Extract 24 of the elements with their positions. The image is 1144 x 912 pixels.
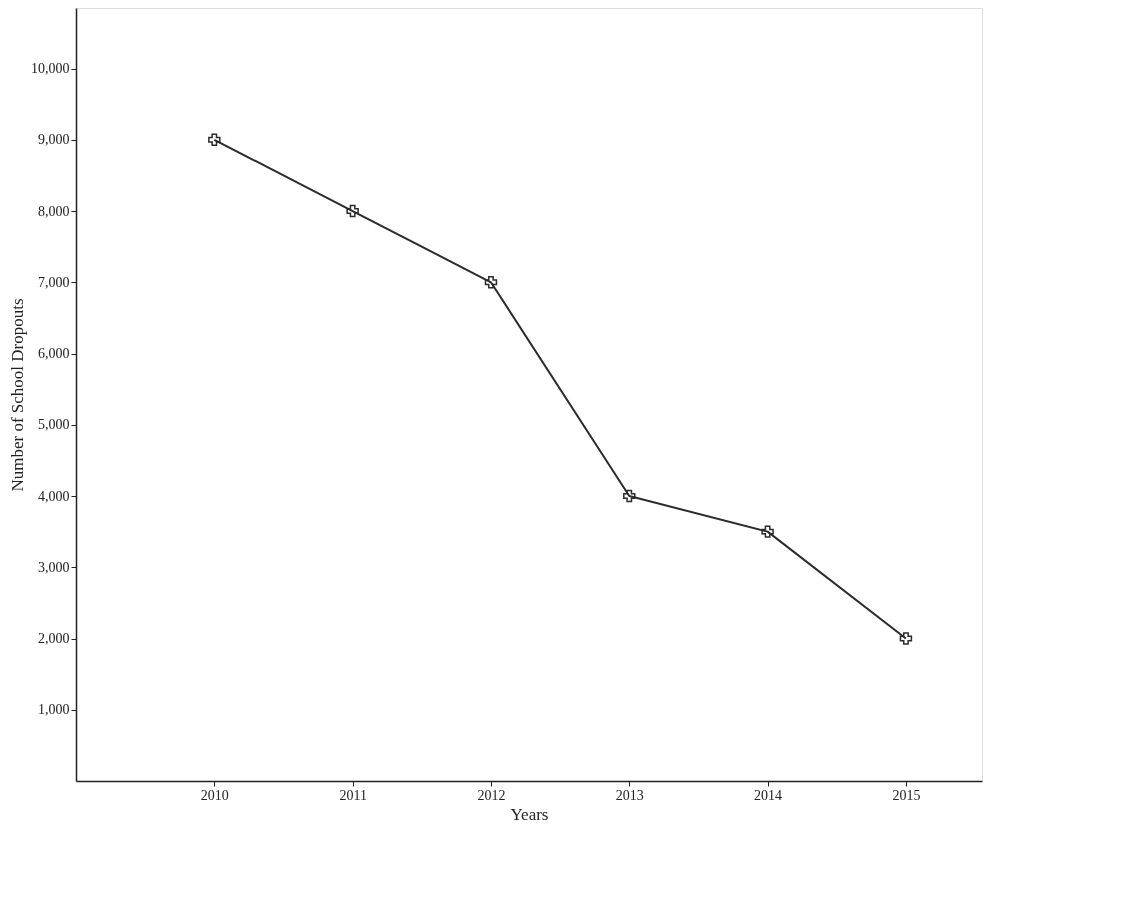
y-tick-label: 4,000 <box>38 488 70 504</box>
x-tick-label: 2010 <box>200 787 229 803</box>
y-tick-label: 7,000 <box>38 274 70 290</box>
y-axis-title: Number of School Dropouts <box>8 298 27 492</box>
point <box>623 489 636 503</box>
y-tick-label: 1,000 <box>38 702 70 718</box>
point <box>761 525 774 538</box>
y-tick-label: 6,000 <box>38 346 70 362</box>
x-tick-label: 2011 <box>339 787 367 803</box>
y-tick-label: 9,000 <box>38 132 70 148</box>
y-tick-label: 5,000 <box>38 417 70 433</box>
point <box>484 276 498 289</box>
y-tick-label: 2,000 <box>38 631 70 647</box>
point <box>899 632 913 645</box>
x-tick-label: 2015 <box>892 787 921 803</box>
x-tick-label: 2013 <box>615 787 644 803</box>
y-tick-label: 3,000 <box>38 559 70 575</box>
x-axis-title: Years <box>510 804 549 824</box>
x-tick-label: 2012 <box>477 787 506 803</box>
point <box>346 204 359 218</box>
y-tick-label: 10,000 <box>31 61 70 77</box>
y-tick-label: 8,000 <box>38 203 70 219</box>
x-tick-label: 2014 <box>754 787 783 803</box>
point <box>208 133 221 147</box>
